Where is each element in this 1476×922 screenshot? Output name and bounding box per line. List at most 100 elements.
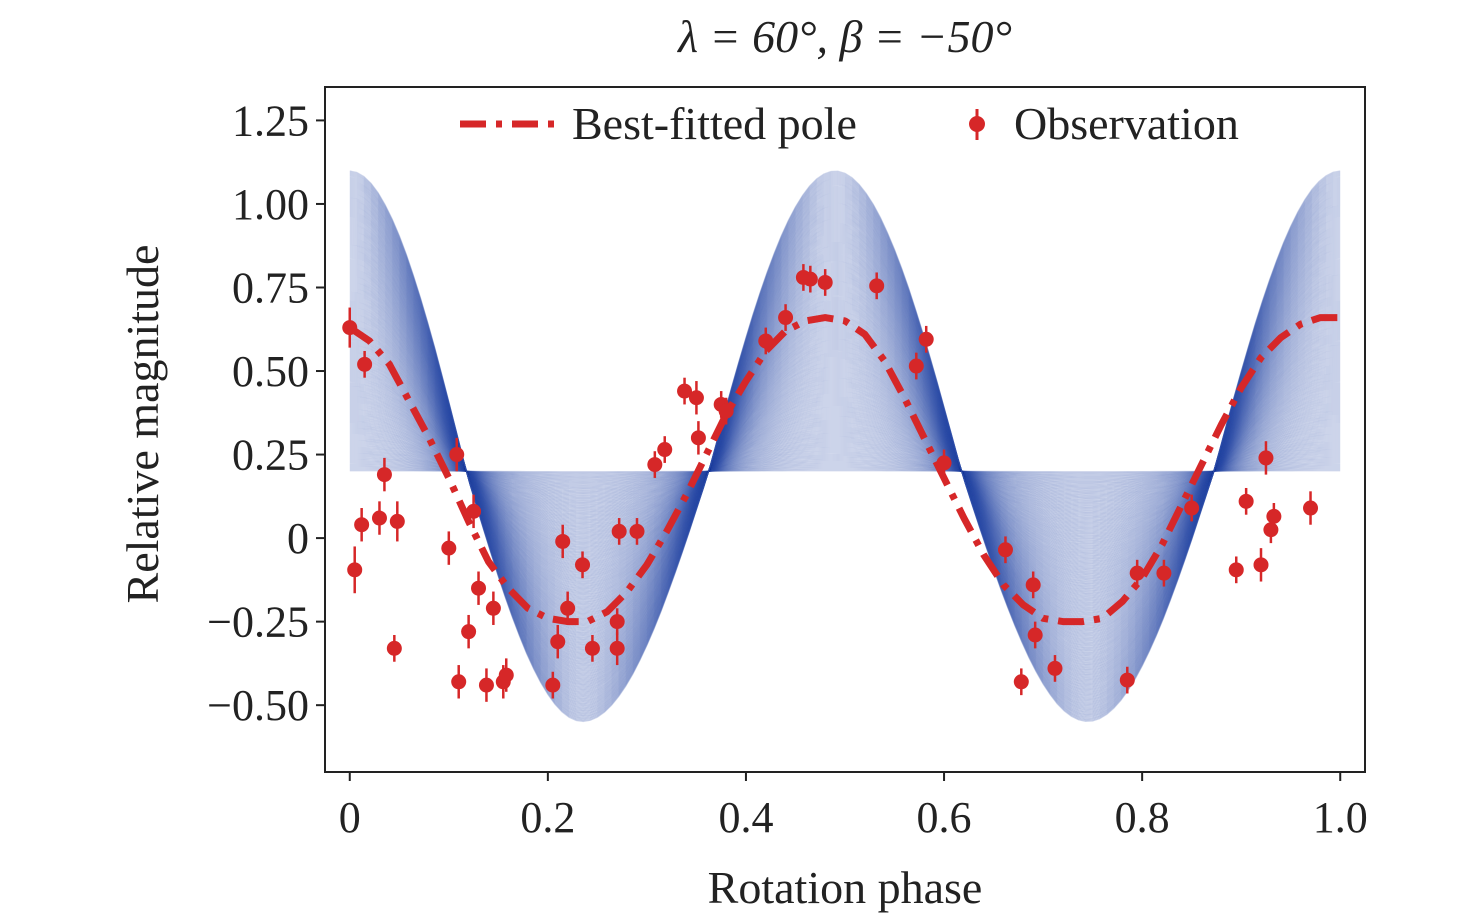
model-curve <box>349 256 1341 651</box>
model-curve <box>349 428 1341 508</box>
model-curve <box>349 391 1341 538</box>
model-curve <box>349 174 1341 719</box>
model-curve <box>349 408 1341 525</box>
observation-point <box>1228 562 1244 578</box>
observation-point <box>376 467 392 483</box>
model-curve <box>349 205 1341 693</box>
model-curve <box>349 251 1341 655</box>
plot-frame <box>324 86 1366 773</box>
model-curve <box>349 444 1341 495</box>
model-curve <box>349 415 1341 519</box>
y-tick-label: 0.25 <box>232 431 309 480</box>
x-axis-ticks: 0 0.2 0.4 0.6 0.8 1.0 <box>339 772 1368 842</box>
model-curve <box>349 271 1341 638</box>
observation-point <box>690 430 706 446</box>
model-curve <box>349 378 1341 549</box>
model-curve <box>349 282 1341 629</box>
observation-point <box>584 640 600 656</box>
model-curve <box>349 278 1341 632</box>
model-curve <box>349 393 1341 536</box>
observation-point <box>1184 500 1200 516</box>
observation-point <box>611 523 627 539</box>
model-curve <box>349 404 1341 527</box>
model-curve <box>349 286 1341 626</box>
model-curve <box>349 259 1341 648</box>
model-curve <box>349 429 1341 507</box>
model-curve <box>349 200 1341 698</box>
model-curve <box>349 427 1341 509</box>
model-curve <box>349 216 1341 684</box>
observation-point <box>609 640 625 656</box>
model-curve <box>349 442 1341 496</box>
model-curve <box>349 466 1341 476</box>
model-curve <box>349 241 1341 663</box>
model-curve <box>349 180 1341 714</box>
model-curve <box>349 246 1341 659</box>
model-curve <box>349 260 1341 647</box>
model-curve <box>349 370 1341 556</box>
model-curve <box>349 377 1341 550</box>
observation-point <box>1027 627 1043 643</box>
observation-point <box>389 513 405 529</box>
model-curve <box>349 201 1341 697</box>
x-axis-label: Rotation phase <box>708 862 983 913</box>
model-curve <box>349 440 1341 498</box>
model-curve <box>349 417 1341 517</box>
model-curve <box>349 250 1341 656</box>
model-curve <box>349 327 1341 591</box>
model-curve <box>349 288 1341 624</box>
model-curve <box>349 267 1341 642</box>
model-curve <box>349 426 1341 510</box>
x-tick-label: 0.2 <box>520 793 575 842</box>
model-curve <box>349 266 1341 642</box>
model-curve <box>349 273 1341 637</box>
model-curve <box>349 425 1341 510</box>
model-curve <box>349 371 1341 555</box>
model-curve <box>349 304 1341 611</box>
model-curve <box>349 451 1341 489</box>
model-curve <box>349 463 1341 479</box>
best-fit-line <box>347 314 1341 626</box>
model-curve <box>349 433 1341 504</box>
model-curve <box>349 402 1341 529</box>
model-curve <box>349 255 1341 652</box>
model-curve <box>349 212 1341 688</box>
model-curve <box>349 179 1341 715</box>
model-curve <box>349 398 1341 532</box>
observation-point <box>449 447 465 463</box>
model-curve <box>349 253 1341 653</box>
observation-point <box>485 600 501 616</box>
model-curve <box>349 308 1341 607</box>
model-curve <box>349 458 1341 483</box>
model-curve <box>349 301 1341 613</box>
model-curve <box>349 177 1341 717</box>
model-curve <box>349 455 1341 485</box>
observation-point <box>354 517 370 533</box>
model-curve <box>349 285 1341 627</box>
observation-point <box>1253 557 1269 573</box>
model-curve <box>349 293 1341 620</box>
model-curve <box>349 274 1341 636</box>
model-curve <box>349 381 1341 546</box>
model-curve <box>349 437 1341 500</box>
model-curve <box>349 401 1341 530</box>
model-curve <box>349 326 1341 592</box>
observation-point <box>1303 500 1319 516</box>
model-curve <box>349 290 1341 622</box>
model-curve <box>349 302 1341 612</box>
x-tick-label: 0.8 <box>1115 793 1170 842</box>
legend-observation-label: Observation <box>1014 98 1239 149</box>
observation-point <box>560 600 576 616</box>
observation-point <box>357 356 373 372</box>
model-curve <box>349 276 1341 634</box>
model-curve <box>349 386 1341 542</box>
model-curve <box>349 249 1341 657</box>
model-curve <box>349 291 1341 622</box>
model-curve <box>349 277 1341 633</box>
y-tick-label: 1.25 <box>232 96 309 145</box>
model-curve <box>349 258 1341 649</box>
model-curve <box>349 389 1341 540</box>
observation-point <box>498 667 514 683</box>
model-curve <box>349 388 1341 540</box>
model-curve <box>349 373 1341 553</box>
